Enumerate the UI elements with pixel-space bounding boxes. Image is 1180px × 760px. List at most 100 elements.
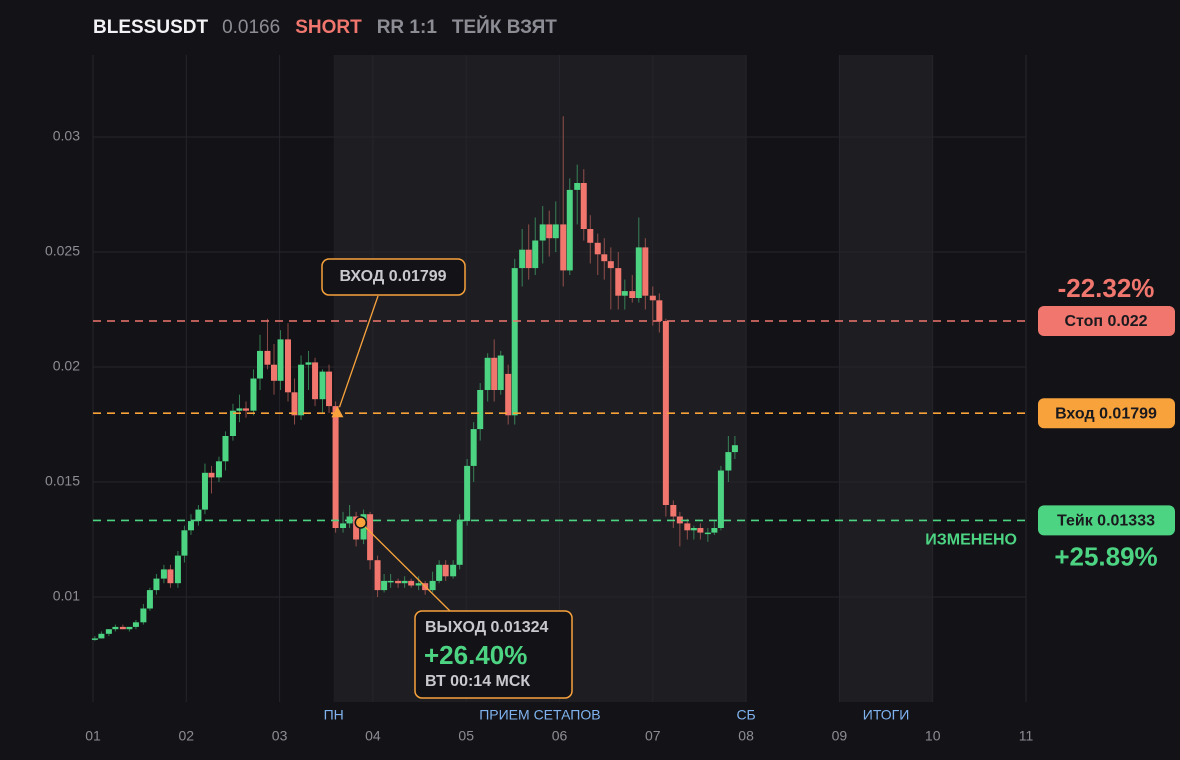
candle-body (580, 182, 587, 229)
candle-body (615, 268, 622, 296)
candle-body (132, 622, 139, 627)
candle-body (731, 445, 738, 453)
candle-body (160, 569, 167, 579)
candle-body (662, 320, 669, 506)
exit-box (414, 610, 573, 699)
x-tick-label: 10 (925, 728, 941, 744)
candle-body (546, 224, 553, 239)
candle-body (367, 514, 374, 561)
session-label: ПН (324, 707, 344, 723)
level-label: Вход 0.01799 (1055, 405, 1157, 422)
candle-body (601, 254, 608, 262)
candle-body (146, 590, 153, 609)
level-badge-bg (1038, 305, 1175, 336)
candle-body (305, 362, 312, 365)
candle-body (236, 408, 243, 411)
candle-body (442, 564, 449, 577)
candle-body (229, 410, 236, 437)
session-label: СБ (736, 707, 755, 723)
candle-body (511, 268, 518, 416)
exit-connector (364, 526, 451, 612)
candle-body (298, 364, 305, 416)
candle-body (271, 364, 278, 381)
candle-body (353, 516, 360, 540)
candle-body (574, 182, 581, 190)
candle-body (704, 532, 711, 535)
x-tick-label: 11 (1019, 728, 1034, 744)
level-pct: +25.89% (1054, 541, 1157, 571)
candle-body (642, 247, 649, 296)
candle-body (277, 339, 284, 381)
candle-body (319, 371, 326, 400)
x-tick-label: 01 (85, 728, 101, 744)
candle-body (464, 465, 471, 522)
candle-body (284, 339, 291, 393)
x-tick-label: 07 (645, 728, 661, 744)
candle-body (607, 261, 614, 269)
y-tick-label: 0.015 (45, 473, 80, 489)
candle-body (153, 578, 160, 591)
level-label: Тейк 0.01333 (1057, 513, 1155, 530)
candle-body (519, 249, 526, 269)
candle-body (484, 357, 491, 391)
candle-body (174, 555, 181, 584)
candle-body (594, 242, 601, 255)
candle-body (126, 626, 133, 630)
candle-body (201, 472, 208, 510)
candle-body (525, 249, 532, 269)
candle-body (635, 247, 642, 298)
candle-body (436, 564, 443, 581)
y-tick-label: 0.025 (45, 243, 80, 259)
exit-label: ВЫХОД 0.01324 (425, 619, 548, 636)
candle-body (649, 295, 656, 301)
candle-body (381, 580, 388, 591)
session-label: ПРИЕМ СЕТАПОВ (479, 707, 600, 723)
candle-body (629, 291, 636, 298)
candle-body (222, 436, 229, 462)
level-badge-bg (1038, 505, 1175, 536)
candle-body (491, 357, 498, 391)
level-note: ИЗМЕНЕНО (925, 532, 1017, 549)
candle-body (552, 224, 559, 239)
candle-body (711, 528, 718, 533)
candle-body (340, 523, 347, 529)
candle-body (119, 626, 126, 630)
candle-body (264, 350, 271, 365)
candle-body (140, 608, 147, 623)
candle-body (676, 516, 683, 524)
candle-body (477, 390, 484, 430)
entry-connector (338, 295, 379, 408)
candle-body (208, 472, 215, 478)
x-tick-label: 06 (552, 728, 568, 744)
header-status: ТЕЙК ВЗЯТ (452, 16, 557, 38)
candle-body (243, 408, 250, 411)
exit-pnl: +26.40% (424, 640, 527, 670)
x-tick-label: 04 (365, 728, 381, 744)
candle-body (539, 224, 546, 241)
candle-body (670, 505, 677, 517)
candle-body (395, 580, 402, 584)
candle-body (566, 189, 573, 271)
candle-body (656, 300, 663, 321)
candle-body (312, 362, 319, 400)
header-price: 0.0166 (222, 17, 280, 38)
candle-body (112, 626, 119, 630)
exit-time: ВТ 00:14 МСК (425, 673, 530, 690)
candle-body (717, 470, 724, 529)
level-label: Стоп 0.022 (1064, 313, 1147, 330)
level-pct: -22.32% (1058, 273, 1155, 303)
header-rr: RR 1:1 (377, 17, 438, 38)
header-side: SHORT (295, 17, 362, 38)
candle-body (697, 528, 704, 533)
candle-body (167, 569, 174, 584)
candle-body (587, 228, 594, 243)
y-tick-label: 0.02 (53, 358, 80, 374)
entry-marker (331, 406, 344, 418)
candle-body (450, 564, 457, 577)
y-tick-label: 0.01 (53, 588, 80, 604)
entry-label: ВХОД 0.01799 (339, 268, 446, 285)
candle-body (187, 521, 194, 531)
candle-body (257, 350, 264, 379)
candle-body (291, 392, 298, 416)
